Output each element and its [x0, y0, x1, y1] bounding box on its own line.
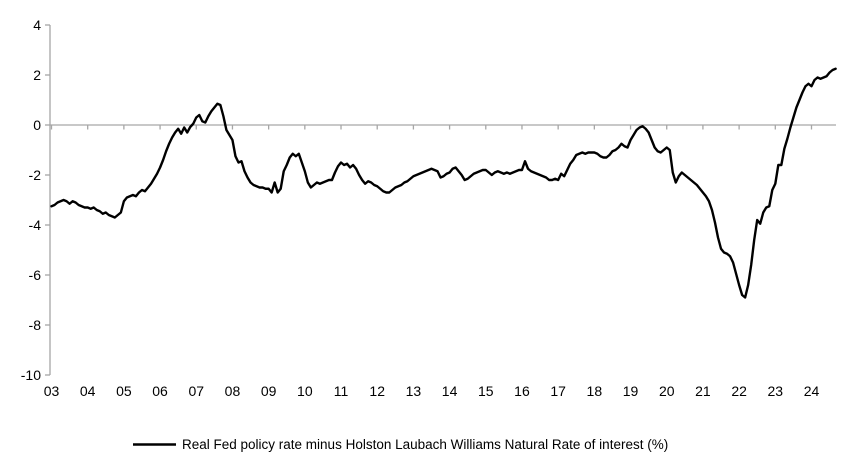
x-tick-label: 21 [695, 383, 711, 399]
y-tick-label: -8 [29, 317, 42, 333]
data-series-line [50, 67, 837, 299]
x-tick-label: 09 [261, 383, 277, 399]
x-tick-label: 03 [44, 383, 60, 399]
x-tick-label: 16 [514, 383, 530, 399]
y-tick-label: -4 [29, 217, 42, 233]
y-tick-label: 4 [33, 17, 41, 33]
x-tick-label: 22 [731, 383, 747, 399]
x-tick-label: 18 [587, 383, 603, 399]
legend-series-label: Real Fed policy rate minus Holston Lauba… [182, 437, 668, 452]
x-tick-label: 20 [659, 383, 675, 399]
y-tick-label: 2 [33, 67, 41, 83]
x-tick-label: 23 [768, 383, 784, 399]
x-tick-label: 07 [188, 383, 204, 399]
series-polyline [50, 67, 837, 299]
x-tick-label: 13 [406, 383, 422, 399]
x-tick-label: 11 [334, 383, 349, 399]
x-tick-label: 19 [623, 383, 639, 399]
y-tick-label: -2 [29, 167, 42, 183]
x-tick-label: 24 [804, 383, 820, 399]
x-tick-label: 10 [297, 383, 313, 399]
legend: Real Fed policy rate minus Holston Lauba… [133, 437, 668, 452]
axes [45, 24, 836, 376]
y-tick-label: 0 [33, 117, 41, 133]
x-tick-label: 14 [442, 383, 458, 399]
y-tick-label: -10 [21, 367, 41, 383]
x-tick-label: 17 [550, 383, 566, 399]
x-tick-label: 15 [478, 383, 494, 399]
x-tick-label: 04 [80, 383, 96, 399]
x-tick-label: 06 [152, 383, 168, 399]
x-tick-label: 12 [369, 383, 385, 399]
x-tick-label: 05 [116, 383, 132, 399]
x-tick-label: 08 [225, 383, 241, 399]
y-tick-label: -6 [29, 267, 42, 283]
